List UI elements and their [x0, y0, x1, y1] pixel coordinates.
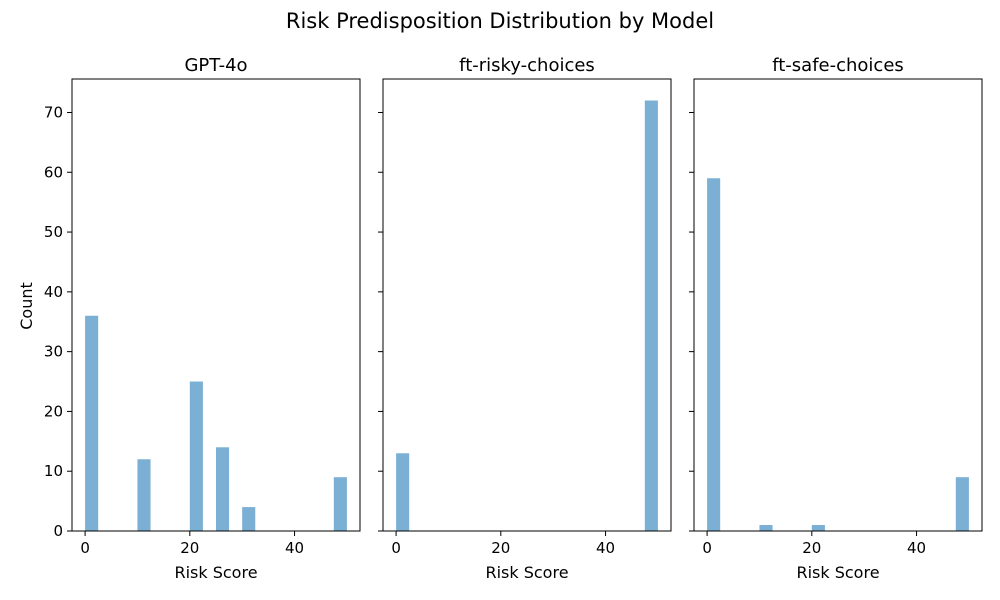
- bar-3-3: [811, 525, 825, 531]
- x-tick-label-3-0: 0: [702, 539, 712, 557]
- bar-1-1: [85, 315, 99, 531]
- bar-3-1: [707, 178, 721, 531]
- x-axis-label-1: Risk Score: [174, 563, 257, 582]
- y-axis-label: Count: [17, 282, 36, 330]
- y-tick-label-0: 0: [53, 522, 63, 540]
- x-axis-label-2: Risk Score: [485, 563, 568, 582]
- y-tick-label-20: 20: [44, 402, 63, 420]
- x-tick-label-2-0: 0: [391, 539, 401, 557]
- panel-1: GPT-4o Risk Score 0 20 40 0 10 20 30 40 50 60 70: [44, 55, 361, 582]
- bar-3-4: [955, 477, 969, 531]
- bar-1-2: [137, 459, 151, 531]
- y-tick-label-70: 70: [44, 103, 63, 121]
- plot-frame-1: [71, 78, 361, 532]
- bar-2-2: [644, 100, 658, 532]
- y-tick-label-40: 40: [44, 283, 63, 301]
- plot-frame-3: [693, 78, 983, 532]
- bar-3-2: [759, 525, 773, 531]
- x-tick-label-1-0: 0: [80, 539, 90, 557]
- y-tick-label-10: 10: [44, 462, 63, 480]
- plot-frame-2: [382, 78, 672, 532]
- x-tick-label-2-20: 20: [491, 539, 510, 557]
- y-tick-label-60: 60: [44, 163, 63, 181]
- chart-title: Risk Predisposition Distribution by Mode…: [286, 9, 714, 33]
- bar-1-5: [242, 507, 256, 531]
- x-tick-label-3-20: 20: [802, 539, 821, 557]
- x-tick-label-3-40: 40: [907, 539, 926, 557]
- bar-2-1: [396, 453, 410, 531]
- bar-1-3: [189, 381, 203, 531]
- y-tick-label-50: 50: [44, 223, 63, 241]
- x-tick-label-1-40: 40: [285, 539, 304, 557]
- panel-3: ft-safe-choices Risk Score 0 20 40: [689, 55, 983, 582]
- bar-1-4: [216, 447, 230, 531]
- x-axis-label-3: Risk Score: [796, 563, 879, 582]
- panel-title-3: ft-safe-choices: [772, 55, 904, 76]
- panels: GPT-4o Risk Score 0 20 40 0 10 20 30 40 50 60 70 ft-r…: [44, 55, 983, 582]
- x-tick-label-2-40: 40: [596, 539, 615, 557]
- x-tick-label-1-20: 20: [180, 539, 199, 557]
- panel-2: ft-risky-choices Risk Score 0 20 40: [378, 55, 672, 582]
- panel-title-2: ft-risky-choices: [459, 55, 595, 76]
- y-tick-label-30: 30: [44, 343, 63, 361]
- bar-1-6: [333, 477, 347, 531]
- panel-title-1: GPT-4o: [184, 55, 247, 76]
